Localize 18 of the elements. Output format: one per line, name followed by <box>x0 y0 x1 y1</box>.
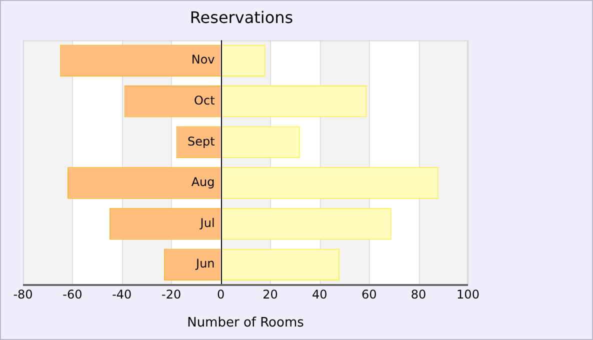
x-tick-label: -20 <box>162 287 182 302</box>
x-tick-label: 40 <box>312 287 328 302</box>
x-tick-label: -80 <box>13 287 33 302</box>
x-tick-label: 20 <box>262 287 278 302</box>
y-tick-label: Nov <box>191 52 215 67</box>
x-axis-title: Number of Rooms <box>187 316 304 331</box>
x-tick-label: 100 <box>456 287 480 302</box>
x-tick-label: 0 <box>216 287 225 302</box>
y-tick-label: Oct <box>194 94 216 108</box>
x-tick-label: 80 <box>410 287 426 302</box>
x-tick-label: -60 <box>62 287 82 302</box>
y-tick-label: Jul <box>199 216 215 230</box>
x-tick-label: 60 <box>361 287 377 302</box>
y-tick-label: Aug <box>191 175 215 190</box>
y-tick-label: Sept <box>187 134 216 148</box>
x-tick-label: -40 <box>112 287 132 302</box>
y-tick-label: Jun <box>195 256 215 271</box>
chart-title: Reservations <box>190 8 294 27</box>
